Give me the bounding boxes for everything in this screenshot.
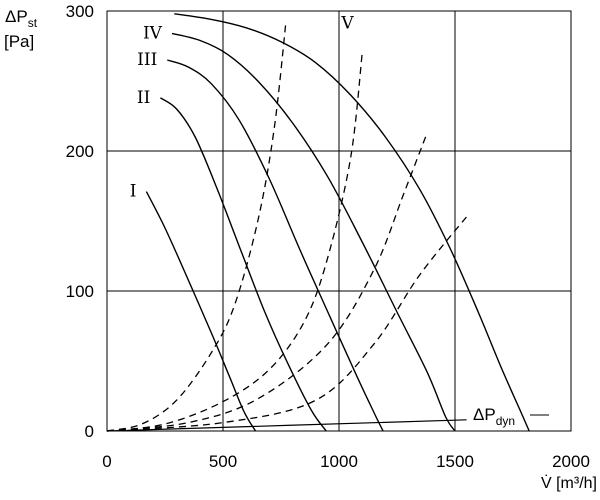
fan-curve-label-iv: IV (143, 23, 163, 43)
dynamic-pressure-label: ΔPdyn (473, 405, 515, 428)
x-tick-label: 1500 (436, 452, 474, 471)
y-axis-label-sub: st (28, 16, 38, 30)
fan-curve-iv (171, 32, 456, 432)
system-curve-3 (106, 132, 428, 432)
fan-curve-iii (167, 59, 384, 432)
fan-curve-ii (159, 97, 327, 432)
fan-curve-label-iii: III (137, 50, 157, 70)
y-tick-label: 200 (66, 142, 94, 161)
y-tick-label: 0 (85, 422, 94, 441)
x-tick-label: 1000 (320, 452, 358, 471)
x-tick-label: 0 (102, 452, 111, 471)
fan-curve-label-i: I (130, 182, 137, 202)
fan-curve-label-v: V (340, 14, 354, 34)
fan-curve-i (145, 191, 257, 432)
x-axis-label: V̇ [m³/h] (541, 474, 597, 492)
fan-curve-label-ii: II (137, 88, 150, 108)
y-axis-label-main: ΔP (5, 7, 28, 26)
x-tick-label: 2000 (552, 452, 590, 471)
x-tick-label: 500 (209, 452, 237, 471)
dynamic-pressure-curve (106, 419, 467, 432)
plot-frame (106, 10, 572, 432)
system-curve-1 (106, 24, 287, 432)
y-axis-label: ΔPst (5, 7, 38, 30)
fan-curve-v (174, 13, 530, 432)
y-tick-label: 100 (66, 282, 94, 301)
tick-labels: 0 500 1000 1500 2000 0 100 200 300 (66, 2, 590, 471)
y-axis-unit: [Pa] (4, 32, 34, 51)
y-tick-label: 300 (66, 2, 94, 21)
curves (106, 13, 530, 432)
system-curve-4 (106, 213, 470, 432)
system-curve-2 (106, 52, 363, 432)
